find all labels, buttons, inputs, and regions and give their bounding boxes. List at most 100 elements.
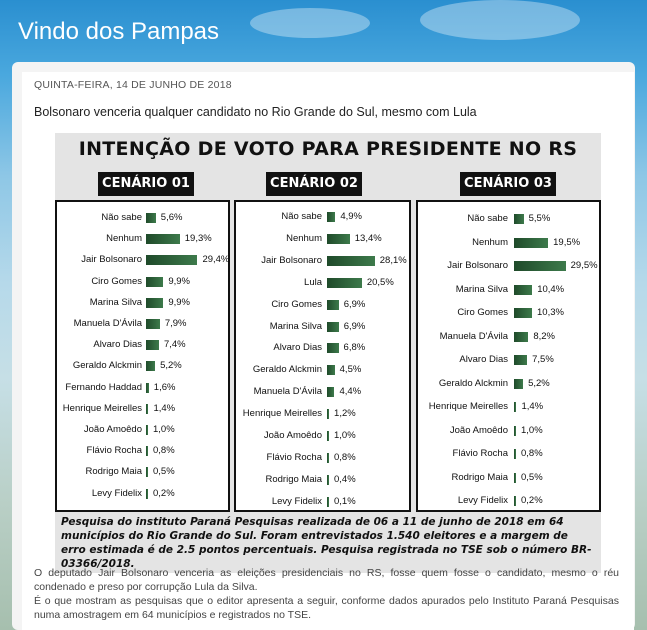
survey-caption-text: Pesquisa do instituto Paraná Pesquisas r… [61, 516, 592, 570]
scenario-panel-2 [234, 200, 411, 512]
vote-value: 6,9% [343, 320, 366, 332]
candidate-label: Levy Fidelix [457, 495, 508, 506]
post-date: QUINTA-FEIRA, 14 DE JUNHO DE 2018 [34, 79, 232, 91]
candidate-label: Marina Silva [455, 283, 508, 295]
candidate-label: Henrique Meirelles [428, 401, 508, 412]
candidate-label: João Amoêdo [263, 430, 322, 441]
candidate-label: Lula [304, 276, 322, 288]
candidate-label: Manuela D'Ávila [73, 318, 142, 329]
vote-value: 1,4% [521, 401, 544, 412]
candidate-label: Não sabe [467, 213, 508, 224]
candidate-label: João Amoêdo [449, 424, 508, 436]
vote-bar [146, 213, 156, 223]
vote-value: 0,5% [521, 471, 543, 483]
vote-bar [514, 214, 524, 224]
vote-bar [514, 449, 516, 459]
vote-value: 9,9% [168, 275, 190, 287]
candidate-label: Marina Silva [269, 320, 322, 332]
vote-bar [514, 237, 549, 248]
vote-value: 28,1% [379, 254, 407, 266]
vote-value: 7,9% [164, 318, 187, 329]
background-cloud [420, 0, 580, 40]
candidate-label: Flávio Rocha [266, 451, 322, 463]
vote-value: 10,4% [537, 283, 565, 295]
candidate-label: Alvaro Dias [459, 354, 508, 365]
vote-bar [146, 276, 164, 287]
vote-value: 4,9% [340, 211, 362, 222]
candidate-label: Nenhum [472, 236, 508, 248]
vote-value: 29,4% [202, 254, 230, 266]
vote-bar [514, 284, 533, 295]
vote-bar [514, 378, 524, 389]
vote-bar [327, 431, 329, 441]
scenario-label-3: CENÁRIO 03 [460, 172, 556, 196]
vote-value: 6,8% [343, 342, 366, 354]
vote-value: 1,0% [521, 424, 543, 436]
vote-value: 9,9% [168, 296, 190, 308]
vote-bar [327, 343, 339, 354]
vote-bar [327, 496, 329, 507]
scenario-label-1: CENÁRIO 01 [98, 172, 194, 196]
vote-value: 8,2% [533, 330, 555, 342]
candidate-label: Flávio Rocha [452, 448, 508, 459]
candidate-label: Ciro Gomes [271, 298, 322, 310]
vote-value: 10,3% [537, 307, 564, 318]
candidate-label: Manuela D'Ávila [439, 330, 508, 342]
candidate-label: Rodrigo Maia [451, 471, 509, 483]
vote-value: 5,2% [528, 377, 550, 389]
vote-bar [146, 382, 149, 393]
vote-bar [327, 409, 330, 420]
post-title: Bolsonaro venceria qualquer candidato no… [34, 105, 477, 119]
candidate-label: Levy Fidelix [271, 495, 322, 507]
vote-value: 0,8% [334, 451, 356, 463]
vote-value: 0,8% [153, 445, 175, 457]
candidate-label: Henrique Meirelles [62, 402, 142, 414]
candidate-label: Ciro Gomes [91, 275, 142, 287]
candidate-label: Nenhum [286, 232, 322, 244]
vote-bar [327, 387, 335, 398]
candidate-label: Não sabe [281, 211, 322, 222]
vote-bar [146, 361, 156, 372]
vote-value: 1,4% [153, 402, 176, 414]
chart-title: INTENÇÃO DE VOTO PARA PRESIDENTE NO RS [78, 138, 578, 160]
scenario-panel-1 [55, 200, 230, 512]
vote-value: 0,1% [334, 495, 356, 507]
vote-value: 19,3% [184, 233, 212, 245]
scenario-label-2: CENÁRIO 02 [266, 172, 362, 196]
vote-bar [514, 425, 516, 436]
vote-value: 4,4% [339, 386, 362, 398]
vote-bar [327, 452, 329, 463]
candidate-label: Marina Silva [89, 296, 142, 308]
vote-bar [146, 340, 159, 351]
vote-value: 5,5% [528, 213, 551, 224]
vote-bar [514, 496, 516, 506]
vote-value: 13,4% [354, 232, 382, 244]
candidate-label: Jair Bolsonaro [261, 254, 322, 266]
vote-value: 0,2% [521, 495, 543, 506]
paragraph-1: O deputado Jair Bolsonaro venceria as el… [34, 567, 619, 593]
vote-bar [514, 472, 516, 483]
candidate-label: Fernando Haddad [65, 381, 142, 393]
candidate-label: Não sabe [101, 212, 142, 223]
candidate-label: Nenhum [106, 233, 142, 245]
vote-value: 0,2% [153, 487, 175, 499]
candidate-label: Jair Bolsonaro [447, 260, 508, 271]
vote-bar [327, 299, 339, 310]
vote-bar [146, 403, 149, 414]
vote-value: 4,5% [339, 364, 362, 376]
candidate-label: João Amoêdo [83, 424, 142, 435]
vote-value: 1,0% [334, 430, 356, 441]
candidate-label: Alvaro Dias [273, 342, 322, 354]
vote-value: 7,4% [163, 339, 186, 351]
vote-bar [514, 331, 529, 342]
paragraph-2: É o que mostram as pesquisas que o edito… [34, 595, 619, 621]
blog-title[interactable]: Vindo dos Pampas [18, 18, 220, 45]
vote-value: 1,6% [153, 381, 176, 393]
candidate-label: Ciro Gomes [457, 307, 508, 318]
vote-bar [327, 212, 336, 222]
vote-value: 1,2% [334, 408, 356, 420]
vote-bar [146, 319, 160, 329]
vote-value: 0,8% [521, 448, 543, 459]
candidate-label: Rodrigo Maia [265, 473, 323, 485]
vote-bar [327, 233, 350, 244]
